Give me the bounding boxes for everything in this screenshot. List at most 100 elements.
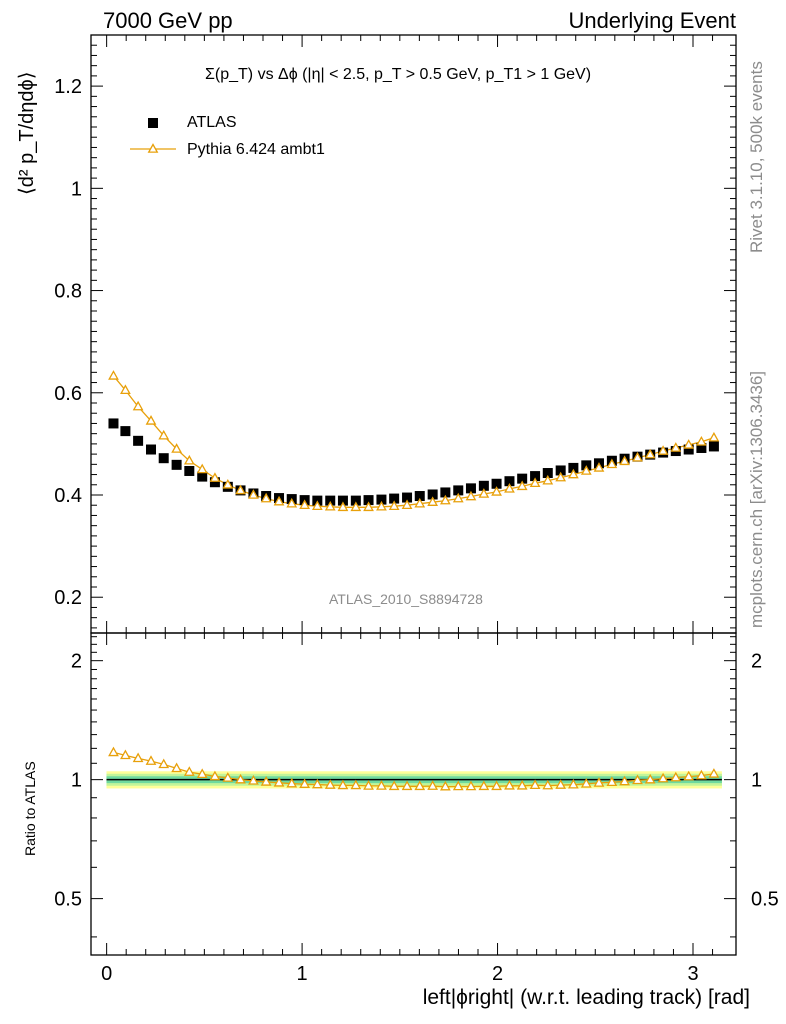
pythia-point <box>439 494 451 505</box>
ratio-point <box>337 779 349 790</box>
atlas-point <box>337 495 348 506</box>
pythia-point <box>337 501 349 512</box>
ratio-y-tick-label: 1 <box>71 770 82 792</box>
pythia-point <box>414 497 426 508</box>
atlas-point <box>414 491 425 502</box>
ratio-point <box>222 772 234 782</box>
pythia-point <box>273 495 285 506</box>
atlas-point <box>402 492 413 503</box>
pythia-line <box>113 375 715 508</box>
atlas-point <box>683 444 694 455</box>
header-left-label: 7000 GeV pp <box>103 8 233 33</box>
atlas-point <box>491 478 502 489</box>
ratio-point <box>248 775 259 785</box>
legend-entry-pythia: Pythia 6.424 ambt1 <box>187 141 325 158</box>
header-right-label: Underlying Event <box>568 8 736 33</box>
ratio-point <box>273 776 285 787</box>
main-y-tick-label: 1 <box>71 178 82 200</box>
ratio-point <box>683 770 695 781</box>
pythia-point <box>350 501 362 512</box>
pythia-point <box>235 484 246 495</box>
pythia-point <box>708 431 720 442</box>
pythia-point <box>248 489 259 499</box>
pythia-point <box>555 471 567 482</box>
analysis-watermark: ATLAS_2010_S8894728 <box>329 591 483 607</box>
ratio-point <box>542 779 554 790</box>
ratio-point <box>260 776 272 786</box>
ratio-y-axis-label: Ratio to ATLAS <box>22 761 38 856</box>
ratio-point <box>209 770 221 781</box>
pythia-point <box>324 500 336 511</box>
pythia-point <box>465 490 477 501</box>
pythia-point <box>299 499 311 510</box>
atlas-point <box>542 468 553 479</box>
main-y-tick-label: 0.8 <box>54 281 82 303</box>
ratio-point <box>670 771 682 782</box>
pythia-point <box>158 429 170 440</box>
x-tick-label: 1 <box>297 963 308 985</box>
atlas-point <box>171 459 182 470</box>
ratio-point <box>657 772 669 783</box>
ratio-y-tick-label-right: 0.5 <box>751 889 779 911</box>
ratio-point <box>516 779 528 790</box>
main-y-tick-label: 0.4 <box>54 485 82 507</box>
atlas-point <box>325 495 336 506</box>
ratio-point <box>606 776 618 787</box>
atlas-point <box>504 476 515 487</box>
pythia-point <box>619 455 630 466</box>
main-panel: 0.2 0.4 0.6 0.8 1 1.2 <box>54 34 737 634</box>
rivet-version-label: Rivet 3.1.10, 500k events <box>747 61 766 253</box>
ratio-point <box>580 777 592 788</box>
ratio-point <box>376 780 387 790</box>
ratio-point <box>196 768 208 779</box>
atlas-point <box>146 444 157 455</box>
pythia-point <box>670 442 682 452</box>
atlas-point <box>568 462 579 473</box>
legend-marker-pythia <box>147 143 159 153</box>
pythia-point <box>606 458 618 469</box>
pythia-point <box>222 478 234 489</box>
atlas-point <box>350 495 361 506</box>
atlas-point <box>209 477 220 488</box>
pythia-point <box>427 496 439 506</box>
atlas-point <box>708 441 719 452</box>
legend-marker-atlas <box>148 118 158 128</box>
legend-entry-atlas: ATLAS <box>187 114 237 131</box>
ratio-point <box>465 780 477 791</box>
x-tick-label: 2 <box>492 963 503 985</box>
ratio-y-tick-label-right: 2 <box>751 651 762 673</box>
pythia-point <box>120 384 131 395</box>
ratio-point <box>491 780 502 791</box>
ratio-point <box>478 780 490 791</box>
pythia-point <box>491 486 502 496</box>
ratio-point <box>286 777 298 788</box>
ratio-point <box>108 746 119 757</box>
atlas-point <box>555 465 566 476</box>
ratio-point <box>388 780 400 791</box>
pythia-point <box>376 500 387 511</box>
atlas-point <box>184 465 195 476</box>
x-tick-label: 3 <box>687 963 698 985</box>
x-axis-label: left|ϕright| (w.r.t. leading track) [rad… <box>422 986 750 1009</box>
ratio-point <box>235 773 246 784</box>
ratio-point <box>708 768 720 778</box>
pythia-point <box>580 465 592 475</box>
pythia-point <box>132 400 144 411</box>
pythia-point <box>260 492 272 503</box>
ratio-point <box>414 780 426 791</box>
pythia-point <box>183 454 195 465</box>
ratio-point <box>401 780 413 791</box>
ratio-point <box>555 779 567 789</box>
pythia-point <box>478 488 490 498</box>
pythia-point <box>516 480 528 491</box>
ratio-point <box>439 780 451 791</box>
pythia-point <box>145 415 157 425</box>
ratio-point <box>132 752 144 763</box>
ratio-point <box>120 749 131 760</box>
ratio-point <box>619 775 630 786</box>
ratio-frame <box>90 632 737 956</box>
atlas-point <box>530 471 541 482</box>
pythia-point <box>632 451 643 462</box>
atlas-point <box>108 418 119 429</box>
